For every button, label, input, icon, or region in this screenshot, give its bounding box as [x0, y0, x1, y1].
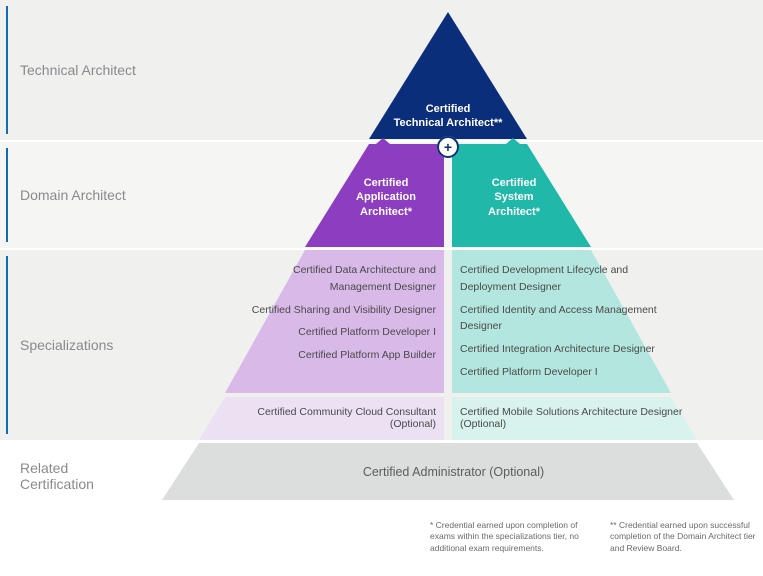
spec-right-item: Certified Identity and Access Management… — [460, 302, 660, 336]
spec-left-item: Certified Platform App Builder — [244, 347, 436, 364]
spec-left-item: Certified Platform Developer I — [244, 324, 436, 341]
apex-label: Certified Technical Architect** — [378, 102, 518, 131]
domain-left-line3: Architect* — [326, 205, 446, 219]
footnotes: * Credential earned upon completion of e… — [430, 520, 760, 554]
domain-left-line1: Certified — [326, 176, 446, 190]
footnote-2: ** Credential earned upon successful com… — [610, 520, 760, 554]
pyramid-svg — [0, 0, 763, 520]
spec-list-left: Certified Data Architecture and Manageme… — [244, 262, 436, 370]
spec-list-right: Certified Development Lifecycle and Depl… — [460, 262, 660, 387]
optional-right: Certified Mobile Solutions Architecture … — [460, 406, 690, 430]
domain-left-label: Certified Application Architect* — [326, 176, 446, 219]
plus-icon: + — [437, 136, 459, 158]
pyramid-diagram: Certified Technical Architect** + Certif… — [0, 0, 763, 520]
apex-line2: Technical Architect** — [378, 116, 518, 130]
admin-label: Certified Administrator (Optional) — [162, 465, 745, 479]
optional-left: Certified Community Cloud Consultant (Op… — [240, 406, 436, 430]
domain-left-line2: Application — [326, 190, 446, 204]
plus-glyph: + — [444, 139, 452, 155]
domain-right-line3: Architect* — [454, 205, 574, 219]
domain-right-label: Certified System Architect* — [454, 176, 574, 219]
apex-line1: Certified — [378, 102, 518, 116]
spec-left-item: Certified Sharing and Visibility Designe… — [244, 302, 436, 319]
domain-right-line2: System — [454, 190, 574, 204]
spec-right-item: Certified Integration Architecture Desig… — [460, 341, 660, 358]
spec-right-item: Certified Platform Developer I — [460, 364, 660, 381]
footnote-1: * Credential earned upon completion of e… — [430, 520, 580, 554]
spec-right-item: Certified Development Lifecycle and Depl… — [460, 262, 660, 296]
domain-right-line1: Certified — [454, 176, 574, 190]
spec-left-item: Certified Data Architecture and Manageme… — [244, 262, 436, 296]
